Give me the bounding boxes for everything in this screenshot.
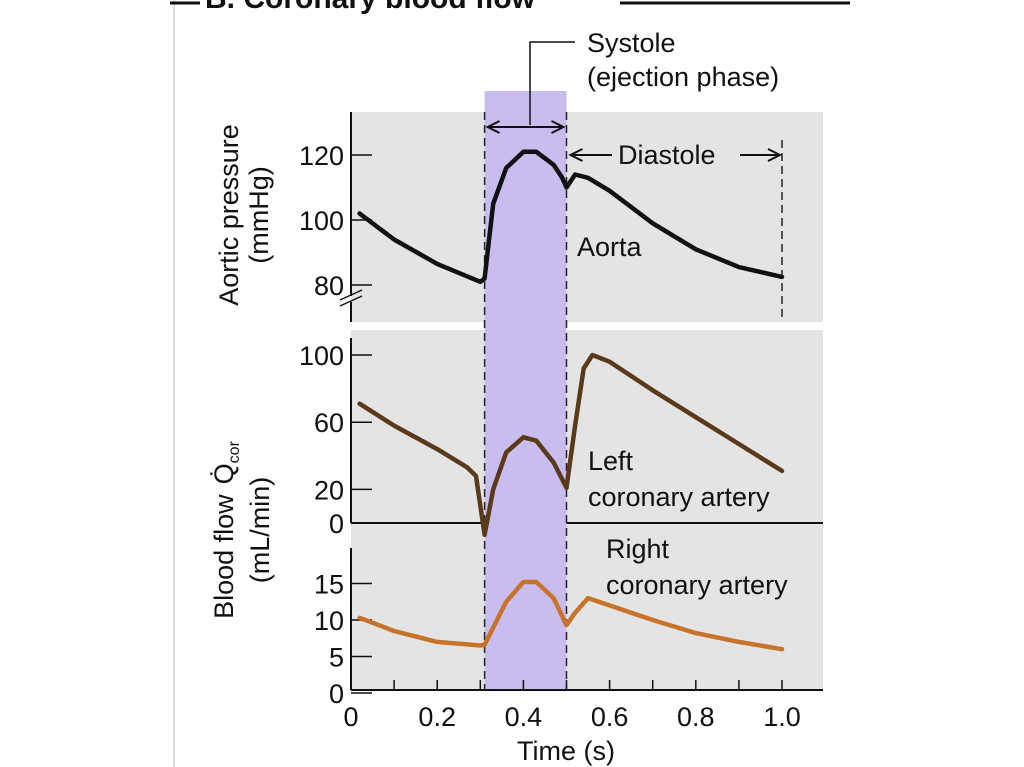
aortic-ylabel-unit: (mmHg) xyxy=(244,166,274,263)
right-coronary-label-2: coronary artery xyxy=(606,570,788,600)
aortic-ylabel-group: Aortic pressure (mmHg) xyxy=(214,124,274,306)
flow-ylabel-group: Blood flow Q̇cor (mL/min) xyxy=(209,440,275,618)
axis-break-mark xyxy=(339,289,363,301)
series-line-right-coronary-artery xyxy=(357,579,785,652)
systole-leader-line xyxy=(529,41,575,125)
flow-ylabel-unit: (mL/min) xyxy=(245,477,275,584)
flow-ylabel: Blood flow Q̇cor xyxy=(209,440,243,618)
y-tick-label: 20 xyxy=(314,475,344,505)
systole-label: Systole xyxy=(587,28,676,58)
systole-sublabel: (ejection phase) xyxy=(587,62,779,92)
y-tick-label: 0 xyxy=(329,509,344,539)
diastole-label: Diastole xyxy=(618,140,716,170)
panel-flow xyxy=(351,330,823,690)
x-tick-label: 1.0 xyxy=(763,702,801,732)
left-coronary-label-2: coronary artery xyxy=(588,482,770,512)
flow-ylabel-text: Blood flow xyxy=(209,494,239,619)
x-axis-label: Time (s) xyxy=(517,736,615,766)
y-tick-label: 0 xyxy=(329,679,344,709)
y-tick-label: 100 xyxy=(299,341,344,371)
panel-aortic xyxy=(351,112,823,322)
y-tick-label: 15 xyxy=(314,570,344,600)
x-tick-label: 0.2 xyxy=(418,702,456,732)
flow-ylabel-symbol: Q̇ xyxy=(209,463,239,484)
series-line-aorta xyxy=(357,149,785,285)
y-tick-label: 60 xyxy=(314,408,344,438)
arrowhead-left-icon xyxy=(568,148,583,162)
x-tick-label: 0.8 xyxy=(677,702,715,732)
right-coronary-label-1: Right xyxy=(606,534,670,564)
arrowhead-right-icon xyxy=(767,148,783,162)
y-tick-label: 100 xyxy=(299,206,344,236)
x-tick-label: 0 xyxy=(343,702,358,732)
series-line-left-coronary-artery xyxy=(357,352,785,538)
y-tick-label: 5 xyxy=(329,643,344,673)
arrowhead-right-icon xyxy=(551,120,566,134)
chart-title: B. Coronary blood flow xyxy=(205,0,536,15)
x-tick-label: 0.6 xyxy=(591,702,629,732)
y-tick-label: 120 xyxy=(299,141,344,171)
axis-break-mark xyxy=(339,295,363,307)
aorta-label: Aorta xyxy=(577,232,643,262)
arrowhead-left-icon xyxy=(485,120,501,134)
flow-ylabel-sub: cor xyxy=(226,440,243,463)
x-tick-label: 0.4 xyxy=(505,702,543,732)
left-coronary-label-1: Left xyxy=(588,446,634,476)
aortic-ylabel: Aortic pressure xyxy=(214,124,244,306)
y-tick-label: 10 xyxy=(314,606,344,636)
y-tick-label: 80 xyxy=(314,271,344,301)
